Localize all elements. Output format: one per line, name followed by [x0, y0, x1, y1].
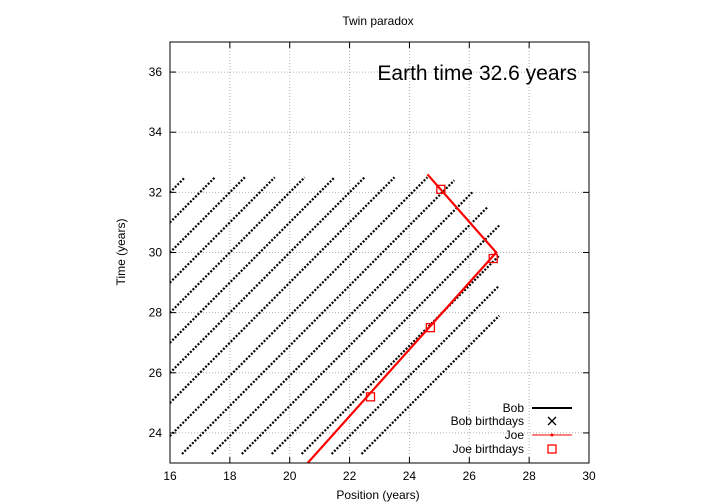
y-axis-ticks: 24 26 28 30 32 34 36: [149, 65, 589, 440]
x-tick-label: 18: [223, 469, 237, 483]
legend-label-joe: Joe: [505, 428, 525, 442]
bob-worldline: [170, 176, 216, 224]
bob-worldline: [170, 176, 396, 405]
y-tick-label: 36: [149, 65, 163, 79]
x-tick-label: 26: [463, 469, 477, 483]
x-tick-label: 16: [163, 469, 177, 483]
bob-worldline: [211, 191, 474, 455]
legend-swatch-bob-birthdays: [547, 416, 557, 426]
joe-birthday-marker: [365, 392, 376, 402]
bob-worldline: [170, 176, 429, 438]
y-axis-label: Time (years): [114, 219, 128, 286]
legend-label-bob: Bob: [503, 401, 525, 415]
y-tick-label: 28: [149, 306, 163, 320]
legend-swatch-joe-birthdays: [547, 444, 557, 454]
joe-birthday-marker: [436, 184, 446, 195]
y-tick-label: 30: [149, 246, 163, 260]
bob-worldline: [170, 176, 336, 345]
legend-label-bob-birthdays: Bob birthdays: [451, 414, 524, 428]
x-tick-label: 30: [582, 469, 596, 483]
x-axis-label: Position (years): [336, 488, 419, 502]
x-axis-ticks: 16 18 20 22 24 26 28 30: [163, 42, 596, 483]
bob-worldlines: [170, 176, 500, 455]
plot-area: [170, 173, 500, 463]
y-tick-label: 34: [149, 125, 163, 139]
x-tick-label: 24: [403, 469, 417, 483]
y-tick-label: 32: [149, 185, 163, 199]
y-tick-label: 24: [149, 426, 163, 440]
bob-worldline: [170, 176, 306, 315]
grid-lines: [170, 42, 589, 463]
bob-worldline: [181, 179, 456, 455]
joe-birthday-marker: [425, 323, 436, 333]
earth-time-annotation: Earth time 32.6 years: [377, 62, 577, 85]
legend-label-joe-birthdays: Joe birthdays: [453, 442, 524, 456]
legend-swatch-joe: [532, 433, 572, 437]
joe-birthday-markers: [365, 184, 498, 402]
bob-worldline: [170, 176, 276, 285]
x-tick-label: 20: [283, 469, 297, 483]
chart-title: Twin paradox: [342, 14, 413, 28]
bob-worldline: [241, 206, 489, 455]
bob-worldline: [170, 176, 246, 255]
plot-frame: [169, 41, 590, 464]
joe-birthday-marker: [488, 253, 498, 264]
x-tick-label: 22: [343, 469, 357, 483]
y-tick-label: 26: [149, 366, 163, 380]
legend: Bob Bob birthdays Joe Joe birthdays: [451, 401, 572, 456]
x-tick-label: 28: [522, 469, 536, 483]
bob-worldline: [360, 314, 500, 455]
